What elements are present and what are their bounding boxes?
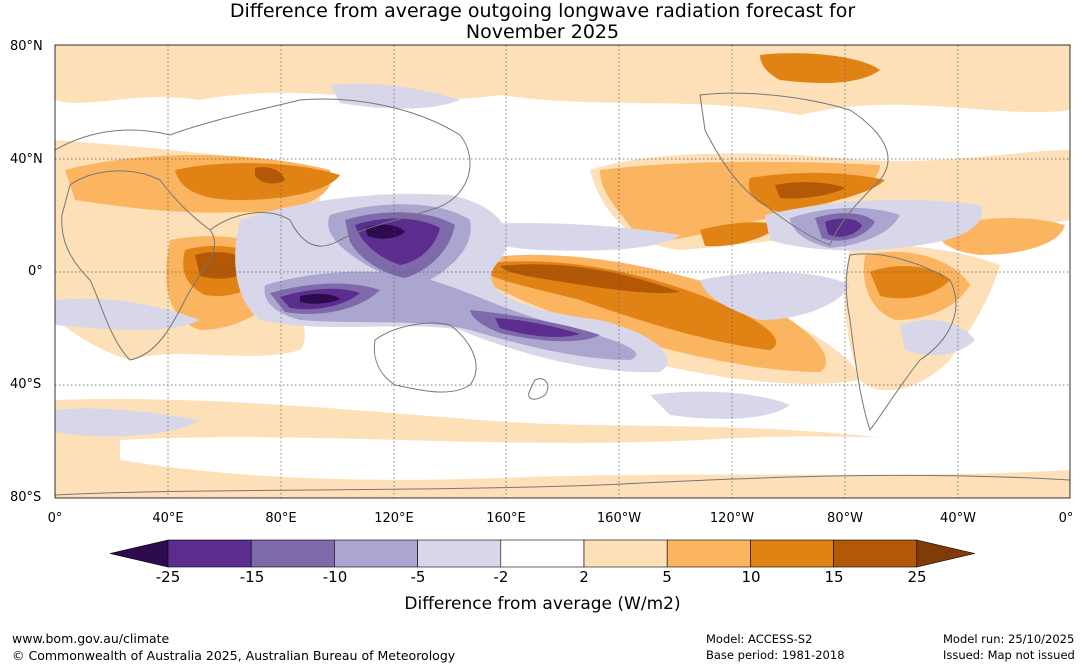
footer-model-run: Model run: 25/10/2025 bbox=[943, 632, 1075, 646]
lon-label-0: 0° bbox=[47, 511, 63, 526]
colorbar-tick-label: 2 bbox=[579, 568, 589, 586]
coastline-antarctica bbox=[55, 474, 1070, 496]
lon-label-80e: 80°E bbox=[265, 511, 297, 526]
anomaly-region bbox=[700, 272, 850, 320]
lon-label-40e: 40°E bbox=[152, 511, 184, 526]
anomaly-region bbox=[760, 53, 880, 83]
colorbar-extend-high bbox=[916, 539, 975, 568]
anomaly-region bbox=[330, 83, 460, 109]
footer-url[interactable]: www.bom.gov.au/climate bbox=[12, 631, 170, 646]
coastline-eurasia bbox=[55, 98, 471, 247]
lat-label-40n: 40°N bbox=[10, 152, 43, 167]
colorbar-tick-label: -5 bbox=[410, 568, 426, 586]
anomaly-region bbox=[825, 218, 862, 237]
lon-label-120e: 120°E bbox=[374, 511, 414, 526]
footer-copyright: © Commonwealth of Australia 2025, Austra… bbox=[12, 648, 456, 663]
colorbar-swatch bbox=[500, 539, 585, 568]
colorbar-tick-label: -25 bbox=[155, 568, 181, 586]
anomaly-region bbox=[55, 298, 200, 330]
footer-issued: Issued: Map not issued bbox=[943, 648, 1075, 662]
anomaly-region bbox=[255, 167, 285, 184]
colorbar-tick-label: 25 bbox=[907, 568, 927, 586]
colorbar-swatch bbox=[833, 539, 918, 568]
coastline-south-america bbox=[845, 253, 957, 432]
colorbar-swatch bbox=[250, 539, 335, 568]
colorbar-swatch bbox=[750, 539, 834, 568]
lon-label-40w: 40°W bbox=[940, 511, 976, 526]
anomaly-region bbox=[300, 293, 340, 304]
colorbar-swatch bbox=[334, 539, 418, 568]
colorbar-tick-label: -10 bbox=[322, 568, 348, 586]
colorbar-extend-low bbox=[109, 539, 169, 568]
colorbar-title: Difference from average (W/m2) bbox=[404, 594, 681, 614]
colorbar-tick-label: -15 bbox=[239, 568, 265, 586]
footer-base-period: Base period: 1981-2018 bbox=[706, 648, 845, 662]
lon-label-120w: 120°W bbox=[709, 511, 755, 526]
lat-label-40s: 40°S bbox=[10, 377, 42, 392]
lon-label-160w: 160°W bbox=[596, 511, 642, 526]
anomaly-region bbox=[475, 261, 777, 350]
anomaly-region bbox=[775, 182, 845, 199]
anomaly-region bbox=[650, 391, 790, 419]
lat-label-80n: 80°N bbox=[10, 39, 43, 54]
anomaly-region bbox=[455, 223, 680, 251]
anomaly-region bbox=[500, 264, 680, 294]
anomaly-region bbox=[55, 408, 200, 437]
anomaly-region bbox=[120, 436, 1070, 480]
anomaly-region bbox=[495, 318, 580, 337]
coastline-australia bbox=[373, 322, 477, 393]
colorbar-swatch bbox=[167, 539, 252, 568]
footer-model: Model: ACCESS-S2 bbox=[706, 632, 813, 646]
anomaly-region bbox=[175, 163, 340, 200]
anomaly-region bbox=[365, 224, 405, 239]
coastline-new-zealand bbox=[528, 378, 549, 400]
colorbar-swatch bbox=[417, 539, 502, 568]
title-line-2: November 2025 bbox=[465, 21, 620, 43]
colorbar-tick-label: -2 bbox=[493, 568, 509, 586]
lat-label-80s: 80°S bbox=[10, 490, 42, 505]
coastline-africa bbox=[61, 170, 216, 361]
colorbar-swatch bbox=[583, 539, 668, 568]
lon-label-0-right: 0° bbox=[1058, 511, 1074, 526]
anomaly-region bbox=[900, 320, 975, 356]
colorbar-tick-label: 10 bbox=[741, 568, 761, 586]
anomaly-region bbox=[700, 222, 780, 247]
lon-label-80w: 80°W bbox=[827, 511, 863, 526]
lon-label-160e: 160°E bbox=[486, 511, 526, 526]
title-line-1: Difference from average outgoing longwav… bbox=[229, 0, 856, 22]
coastline-north-america bbox=[699, 92, 889, 246]
colorbar-tick-label: 5 bbox=[662, 568, 672, 586]
anomaly-region bbox=[870, 266, 950, 299]
lat-label-equator: 0° bbox=[28, 264, 43, 279]
colorbar-tick-label: 15 bbox=[824, 568, 844, 586]
colorbar-swatch bbox=[666, 539, 751, 568]
